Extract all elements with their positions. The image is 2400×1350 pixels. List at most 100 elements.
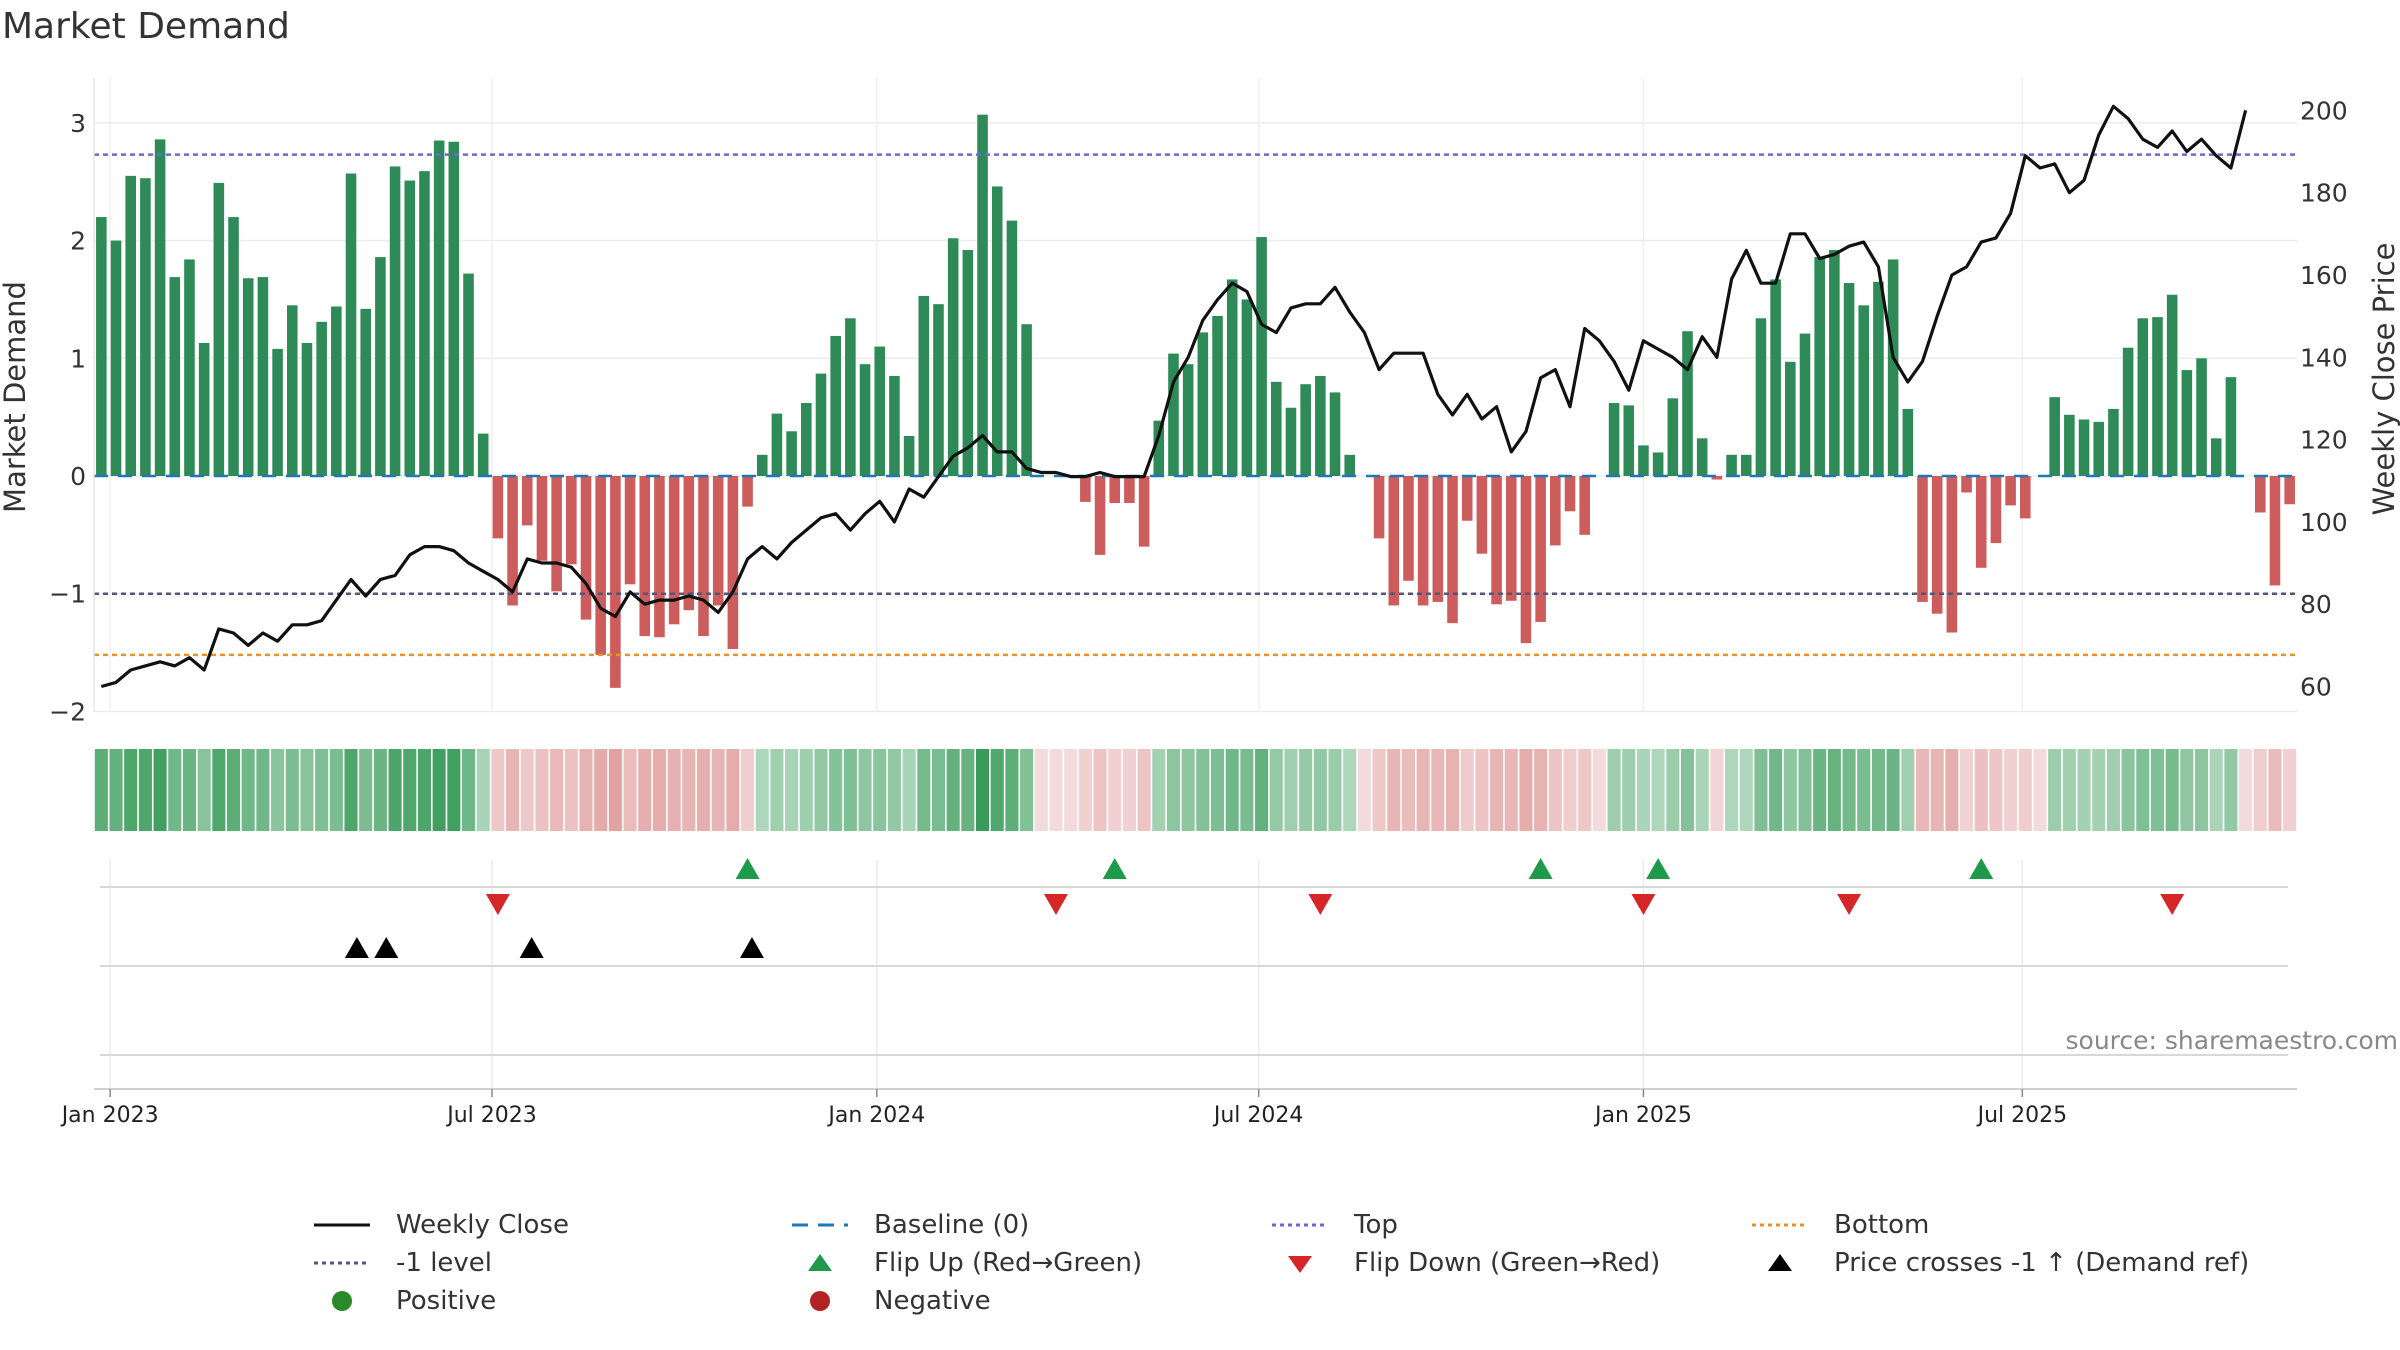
flip-up-marker (1969, 858, 1994, 879)
positive-bar (96, 217, 107, 476)
negative-bar (1579, 476, 1590, 535)
heat-cell (476, 749, 490, 831)
negative-bar (654, 476, 665, 638)
legend-flip-down: Flip Down (Green→Red) (1270, 1248, 1660, 1278)
heat-cell (373, 749, 387, 831)
heat-cell (1871, 749, 1885, 831)
heat-cell (1064, 749, 1078, 831)
positive-bar (2210, 438, 2222, 476)
heat-cell (638, 749, 652, 831)
heat-cell (1960, 749, 1974, 831)
positive-bar (1300, 384, 1311, 476)
heat-cell (1372, 749, 1386, 831)
positive-bar (801, 403, 812, 476)
heat-cell (226, 749, 241, 831)
y-axis-label-right: Weekly Close Price (2367, 229, 2400, 529)
y-tick-label-right: 100 (2300, 508, 2348, 537)
heat-cell (1166, 749, 1181, 831)
positive-bar (316, 321, 327, 476)
heat-cell (1299, 749, 1313, 831)
heat-cell (2209, 749, 2223, 831)
positive-bar (301, 342, 313, 476)
heat-cell (241, 749, 255, 831)
heat-cell (1460, 749, 1474, 831)
negative-bar (683, 476, 695, 611)
positive-bar (1652, 452, 1664, 476)
heat-cell (1945, 749, 1959, 831)
heat-cell (417, 749, 431, 831)
positive-bar (889, 375, 900, 476)
y-tick-label-right: 80 (2300, 590, 2332, 619)
heat-cell (1578, 749, 1592, 831)
legend-price-cross: Price crosses -1 ↑ (Demand ref) (1750, 1248, 2249, 1278)
heat-cell (1357, 749, 1371, 831)
positive-bar (125, 175, 137, 477)
heat-cell (1739, 749, 1753, 831)
heat-cell (1519, 749, 1533, 831)
positive-bar (874, 346, 886, 476)
positive-bar (331, 306, 342, 476)
legend-price-cross-label: Price crosses -1 ↑ (Demand ref) (1834, 1248, 2250, 1278)
heat-cell (138, 749, 152, 831)
negative-bar (1990, 476, 2002, 544)
positive-bar (286, 305, 298, 476)
heat-cell (608, 749, 622, 831)
heat-cell (799, 749, 813, 831)
positive-bar (2166, 294, 2178, 476)
negative-bar (1432, 476, 1444, 602)
positive-bar (1902, 408, 1914, 476)
positive-bar (1829, 250, 1840, 476)
negative-bar (1931, 476, 1943, 614)
positive-bar (2152, 317, 2163, 476)
price-cross-marker (344, 937, 369, 958)
heat-cell (168, 749, 182, 831)
heat-cell (109, 749, 123, 831)
demand-heat-strip (94, 749, 2297, 831)
flip-down-marker (1837, 894, 1862, 915)
heat-cell (1930, 749, 1944, 831)
negative-bar (2284, 476, 2295, 505)
heat-cell (1769, 749, 1783, 831)
circle-icon (810, 1291, 830, 1311)
heat-cell (1416, 749, 1430, 831)
positive-bar (433, 140, 445, 476)
x-tick-label: Jan 2024 (826, 1103, 925, 1128)
heat-cell (2268, 749, 2282, 831)
positive-bar (1608, 403, 1620, 476)
positive-bar (918, 295, 930, 476)
positive-bar (477, 433, 489, 476)
negative-bar (1491, 476, 1502, 605)
positive-bar (1168, 353, 1179, 476)
negative-bar (1461, 476, 1473, 521)
heat-cell (990, 749, 1004, 831)
positive-bar (1785, 361, 1796, 476)
positive-bar (389, 166, 401, 476)
positive-bar (815, 373, 827, 476)
heat-cell (359, 749, 373, 831)
positive-bar (2049, 397, 2060, 476)
heat-cell (300, 749, 314, 831)
heat-cell (917, 749, 931, 831)
negative-bar (668, 476, 680, 625)
negative-bar (566, 476, 577, 565)
heat-cell (1313, 749, 1327, 831)
heat-cell (1798, 749, 1812, 831)
heat-cell (1240, 749, 1254, 831)
positive-bar (977, 114, 988, 476)
positive-bar (110, 240, 122, 476)
negative-bar (1975, 476, 1987, 568)
y-axis-label-left: Market Demand (0, 257, 32, 537)
negative-bar (1520, 476, 1532, 644)
positive-bar (756, 454, 768, 476)
negative-bar (492, 476, 504, 539)
positive-bar (1667, 398, 1679, 476)
heat-cell (1974, 749, 1988, 831)
heat-cell (1504, 749, 1518, 831)
positive-bar (1887, 259, 1899, 476)
negative-bar (1505, 476, 1517, 601)
positive-bar (1329, 392, 1341, 476)
heat-cell (1592, 749, 1606, 831)
y-tick-label-right: 140 (2300, 343, 2348, 372)
legend-dotted-line-icon (1272, 1223, 1328, 1227)
